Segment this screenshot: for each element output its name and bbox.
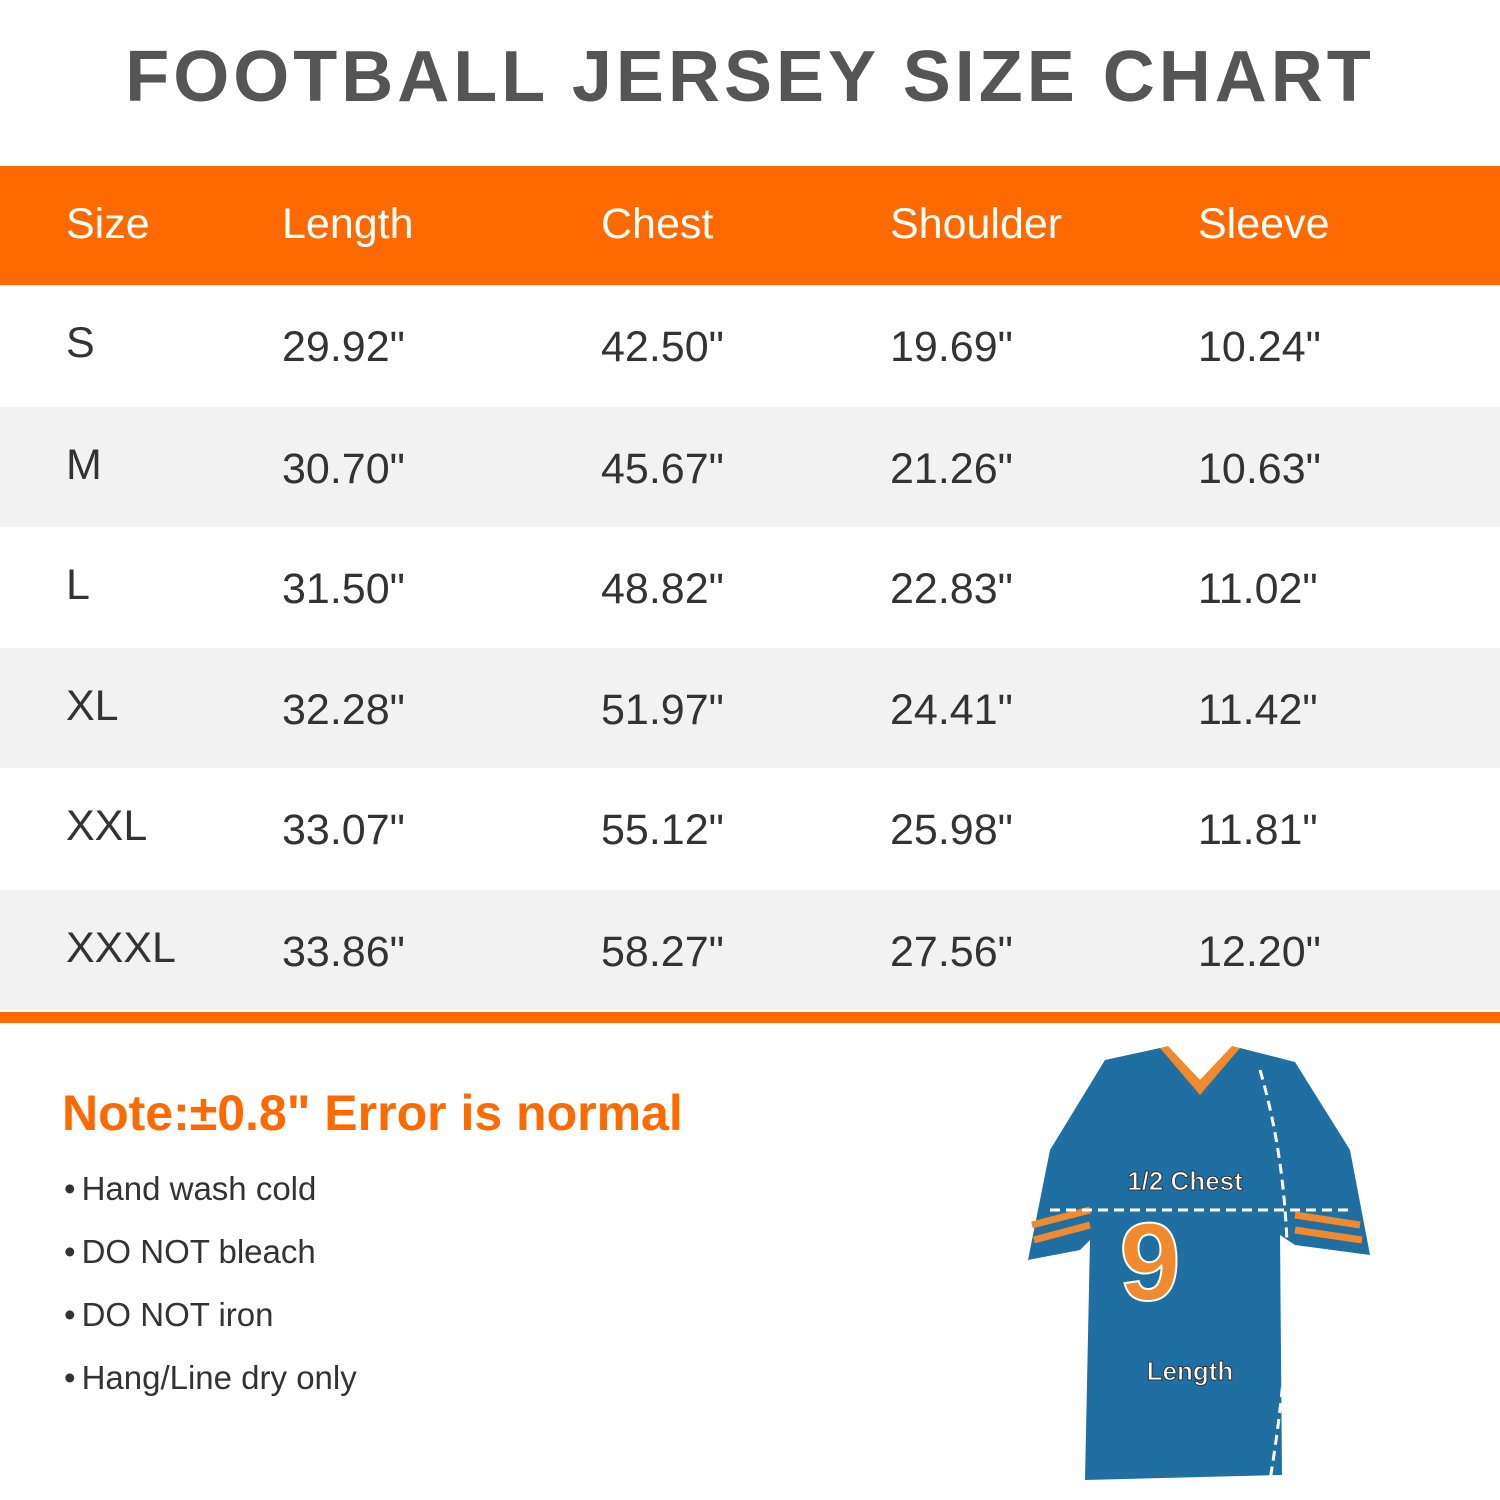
table-cell: 33.07" [282, 806, 405, 854]
table-cell: 45.67" [601, 445, 724, 493]
table-row: XXXL 33.86" 58.27" 27.56" 12.20" [0, 890, 1500, 1010]
table-cell: 51.97" [601, 686, 724, 734]
table-cell: 29.92" [282, 323, 405, 371]
table-cell: 55.12" [601, 806, 724, 854]
care-item: DO NOT bleach [64, 1233, 316, 1271]
column-header: Size [66, 200, 150, 248]
table-cell: 22.83" [890, 565, 1013, 613]
collar [1160, 1046, 1240, 1095]
table-cell: 11.81" [1198, 806, 1318, 854]
column-header: Shoulder [890, 200, 1063, 248]
table-cell: 12.20" [1198, 928, 1321, 976]
table-row: XXL 33.07" 55.12" 25.98" 11.81" [0, 768, 1500, 890]
table-cell: 10.24" [1198, 323, 1321, 371]
table-row: M 30.70" 45.67" 21.26" 10.63" [0, 407, 1500, 527]
table-cell: S [66, 319, 95, 367]
note: Note:±0.8" Error is normal [62, 1085, 683, 1141]
table-cell: 27.56" [890, 928, 1013, 976]
table-cell: 42.50" [601, 323, 724, 371]
table-cell: 11.02" [1198, 565, 1318, 613]
table-cell: M [66, 441, 102, 489]
jersey-illustration: 9 1/2 Chest Length [1028, 1046, 1370, 1481]
table-cell: 19.69" [890, 323, 1013, 371]
table-cell: 10.63" [1198, 445, 1321, 493]
length-label: Length [1147, 1356, 1234, 1386]
table-header: Size Length Chest Shoulder Sleeve [0, 166, 1500, 285]
table-cell: 21.26" [890, 445, 1013, 493]
table-cell: L [66, 561, 90, 609]
table-cell: XXXL [66, 924, 176, 972]
sleeve-stripes [1031, 1206, 1363, 1244]
table-cell: 31.50" [282, 565, 405, 613]
column-header: Length [282, 200, 414, 248]
jersey-number: 9 [1119, 1201, 1180, 1324]
divider [0, 1012, 1500, 1023]
table-cell: 32.28" [282, 686, 405, 734]
table-cell: 30.70" [282, 445, 405, 493]
column-header: Chest [601, 200, 714, 248]
table-row: L 31.50" 48.82" 22.83" 11.02" [0, 527, 1500, 648]
care-item: Hang/Line dry only [64, 1359, 357, 1397]
table-cell: 48.82" [601, 565, 724, 613]
table-cell: 24.41" [890, 686, 1013, 734]
jersey-body [1028, 1048, 1370, 1480]
table-cell: 58.27" [601, 928, 724, 976]
length-line [1258, 1069, 1290, 1481]
care-item: Hand wash cold [64, 1170, 317, 1208]
table-cell: 11.42" [1198, 686, 1318, 734]
table-cell: 33.86" [282, 928, 405, 976]
title: FOOTBALL JERSEY SIZE CHART [125, 37, 1375, 117]
column-header: Sleeve [1198, 200, 1330, 248]
care-item: DO NOT iron [64, 1296, 274, 1334]
table-row: XL 32.28" 51.97" 24.41" 11.42" [0, 648, 1500, 768]
table-cell: 25.98" [890, 806, 1013, 854]
table-cell: XL [66, 682, 119, 730]
table-cell: XXL [66, 802, 148, 850]
chest-label: 1/2 Chest [1127, 1166, 1243, 1196]
table-row: S 29.92" 42.50" 19.69" 10.24" [0, 285, 1500, 407]
